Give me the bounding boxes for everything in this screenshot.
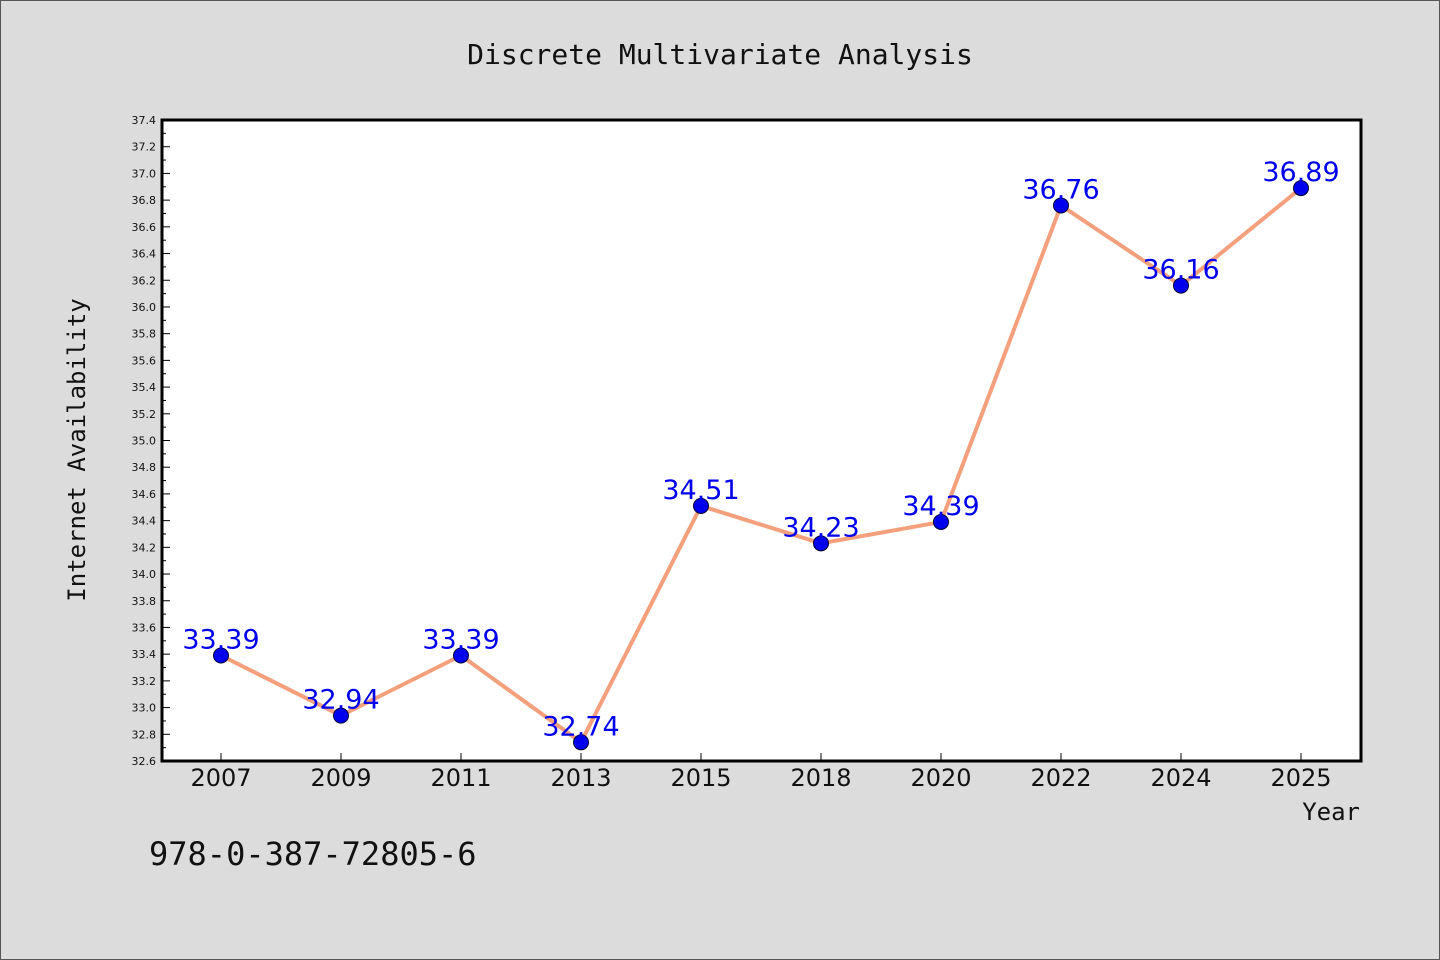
y-axis-label: Internet Availability [63, 298, 91, 601]
plot-frame [160, 118, 1363, 763]
y-tick-label: 35.4 [132, 381, 157, 394]
y-tick-label: 37.0 [132, 167, 157, 180]
x-tick-label: 2011 [430, 764, 491, 792]
x-tick-label: 2024 [1150, 764, 1211, 792]
data-point [1053, 197, 1069, 214]
y-tick-label: 35.0 [132, 435, 157, 448]
x-tick-label: 2018 [790, 764, 851, 792]
data-label: 36.89 [1262, 157, 1339, 188]
y-tick-label: 33.4 [132, 648, 157, 661]
data-point [1173, 277, 1189, 294]
data-label: 32.74 [542, 711, 619, 742]
data-point [693, 497, 709, 514]
data-label: 36.76 [1022, 174, 1099, 205]
y-tick-label: 33.2 [132, 675, 157, 688]
y-tick-label: 34.4 [132, 515, 157, 528]
y-tick-label: 35.8 [132, 328, 157, 341]
y-tick-label: 36.2 [132, 274, 157, 287]
data-point [1293, 180, 1309, 197]
data-label: 32.94 [302, 685, 379, 716]
y-tick-label: 36.6 [132, 221, 157, 234]
y-tick-label: 37.4 [132, 114, 157, 127]
data-label: 34.23 [782, 512, 859, 543]
series-group: 33.39 32.94 33.39 32.74 34.51 34.23 34.39 36.76… [182, 157, 1340, 751]
data-label: 34.39 [902, 491, 979, 522]
y-tick-label: 34.6 [132, 488, 157, 501]
y-tick-label: 33.6 [132, 621, 157, 634]
data-label: 33.39 [182, 625, 259, 656]
x-tick-label: 2009 [310, 764, 371, 792]
data-point [813, 535, 829, 552]
y-tick-label: 33.8 [132, 595, 157, 608]
y-tick-label: 35.6 [132, 354, 157, 367]
y-tick-label: 34.8 [132, 461, 157, 474]
y-tick-label: 36.8 [132, 194, 157, 207]
y-axis-ticks: 32.6 32.8 33.0 33.2 33.4 33.6 33.8 34.0 34.2 34.4… [132, 114, 170, 768]
y-tick-label: 35.2 [132, 408, 157, 421]
data-point [453, 647, 469, 664]
x-axis-label: Year [1302, 798, 1360, 826]
isbn-text: 978-0-387-72805-6 [149, 835, 477, 873]
x-tick-label: 2020 [910, 764, 971, 792]
data-point [333, 707, 349, 724]
data-point [933, 513, 949, 530]
x-tick-label: 2015 [670, 764, 731, 792]
x-tick-label: 2022 [1030, 764, 1091, 792]
series-line [219, 186, 1303, 745]
y-tick-label: 34.2 [132, 541, 157, 554]
x-tick-label: 2013 [550, 764, 611, 792]
y-tick-label: 36.4 [132, 248, 157, 261]
x-axis-ticks: 2007 2009 2011 2013 2015 2018 2020 2022 2024 2025 [190, 753, 1332, 792]
data-label: 34.51 [662, 475, 739, 506]
data-point [213, 647, 229, 664]
y-tick-label: 32.8 [132, 728, 157, 741]
data-label: 33.39 [422, 625, 499, 656]
y-tick-label: 34.0 [132, 568, 157, 581]
data-point [573, 734, 589, 751]
plot-area [162, 120, 1361, 761]
y-tick-label: 36.0 [132, 301, 157, 314]
chart-title: Discrete Multivariate Analysis [467, 38, 973, 71]
y-tick-label: 33.0 [132, 702, 157, 715]
x-tick-label: 2025 [1270, 764, 1331, 792]
data-label: 36.16 [1142, 255, 1219, 286]
x-tick-label: 2007 [190, 764, 251, 792]
y-tick-label: 37.2 [132, 141, 157, 154]
y-tick-label: 32.6 [132, 755, 157, 768]
